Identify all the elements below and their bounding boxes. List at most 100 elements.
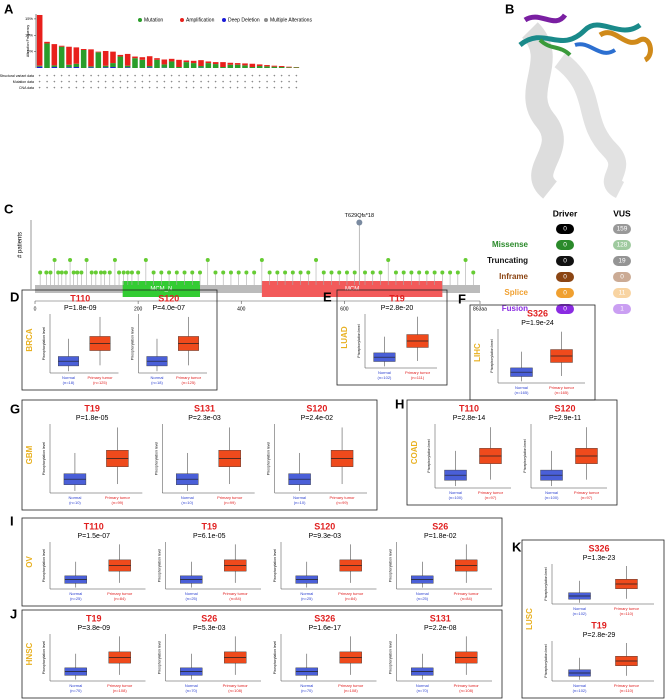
row-mark: +	[288, 79, 291, 84]
bar-segment	[227, 64, 234, 68]
group-label: Normal	[449, 490, 462, 495]
row-mark: +	[97, 79, 100, 84]
bar-segment	[102, 67, 109, 68]
row-mark: +	[251, 73, 254, 78]
protein-track	[35, 285, 480, 293]
row-mark: +	[75, 85, 78, 90]
group-n: (n=110)	[620, 688, 634, 693]
bar-segment	[66, 67, 72, 68]
bar-segment	[124, 67, 131, 68]
group-label: Normal	[151, 375, 164, 380]
y-tick-label: 10%	[25, 32, 33, 37]
p-value: P=2.3e-03	[188, 415, 221, 422]
y-axis-label: Phosphorylation level	[544, 567, 548, 600]
y-axis-label: Phosphorylation level	[42, 327, 46, 360]
legend-dot	[180, 18, 184, 22]
lollipop-head	[228, 270, 233, 275]
bar-segment	[286, 66, 292, 68]
group-label: Primary tumor	[105, 495, 131, 500]
legend-label: Mutation	[144, 17, 163, 23]
row-mark: +	[60, 85, 63, 90]
group-n: (n=25)	[70, 596, 82, 601]
group-n: (n=84)	[345, 596, 357, 601]
lollipop-head	[352, 270, 357, 275]
bar-segment	[168, 58, 175, 62]
structure-chain	[598, 30, 653, 63]
bar-segment	[66, 46, 72, 65]
lollipop-head	[329, 270, 334, 275]
site-title: T19	[201, 521, 217, 531]
row-mark: +	[207, 79, 210, 84]
cancer-label: LUAD	[340, 326, 349, 348]
bar-segment	[278, 66, 285, 68]
row-mark: +	[141, 79, 144, 84]
y-axis-label: Phosphorylation level	[267, 442, 271, 475]
count-value: 0	[563, 242, 567, 249]
lollipop-head	[455, 270, 460, 275]
site-title: T19	[389, 293, 405, 303]
site-title: T19	[84, 403, 100, 413]
y-axis-label: Phosphorylation level	[157, 549, 161, 582]
count-pill	[556, 256, 574, 266]
count-value: 11	[619, 290, 626, 297]
lollipop-head	[370, 270, 375, 275]
lollipop-head	[409, 270, 414, 275]
bar-segment	[117, 56, 124, 68]
bar-segment	[117, 54, 124, 57]
bar-segment	[249, 67, 256, 68]
bar-segment	[242, 65, 248, 68]
group-n: (n=18)	[151, 380, 163, 385]
group-label: Normal	[181, 495, 194, 500]
bar-segment	[234, 64, 241, 68]
row-mark: +	[178, 79, 181, 84]
bar-segment	[95, 52, 102, 68]
row-mark: +	[163, 79, 166, 84]
bar-segment	[51, 44, 58, 66]
legend-label: Multiple Alterations	[270, 17, 312, 23]
group-label: Normal	[416, 683, 429, 688]
bar-segment	[264, 65, 270, 67]
y-tick-label: 5%	[27, 49, 33, 54]
y-axis-label: Phosphorylation level	[157, 641, 161, 674]
row-mark: +	[68, 79, 71, 84]
group-label: Primary tumor	[223, 591, 249, 596]
lollipop-head	[48, 270, 53, 275]
lollipop-head	[117, 270, 122, 275]
row-mark: +	[222, 79, 225, 84]
y-tick-label: 15%	[25, 16, 33, 21]
row-mark: +	[82, 85, 85, 90]
row-mark: +	[126, 73, 129, 78]
row-mark: +	[214, 79, 217, 84]
x-tick-label: 200	[134, 306, 143, 312]
row-mark: +	[148, 79, 151, 84]
bar-segment	[198, 66, 204, 68]
bar-segment	[183, 62, 190, 68]
p-value: P=9.3e-03	[309, 533, 342, 540]
bar-segment	[110, 67, 116, 68]
y-axis-label: Phosphorylation level	[42, 641, 46, 674]
row-mark: +	[266, 79, 269, 84]
p-value: P=1.3e-23	[583, 555, 616, 562]
bar-segment	[278, 67, 285, 68]
lollipop-head	[63, 270, 68, 275]
lollipop-head	[417, 270, 422, 275]
p-value: P=2.4e-02	[301, 415, 334, 422]
y-axis-label: Phosphorylation level	[544, 644, 548, 677]
p-value: P=3.8e-09	[78, 625, 111, 632]
lollipop-head	[159, 270, 164, 275]
row-mark: +	[288, 85, 291, 90]
group-label: Primary tumor	[223, 683, 249, 688]
lollipop-head	[75, 270, 80, 275]
row-mark: +	[229, 85, 232, 90]
lollipop-head	[337, 270, 342, 275]
row-mark: +	[53, 73, 56, 78]
count-value: 19	[618, 258, 626, 265]
row-label: Mutation data	[13, 80, 34, 84]
group-label: Normal	[545, 490, 558, 495]
bar-segment	[205, 63, 212, 68]
group-n: (n=84)	[229, 596, 241, 601]
count-value: 1	[620, 306, 624, 313]
group-label: Primary tumor	[107, 591, 133, 596]
lollipop-head	[198, 270, 203, 275]
bar-segment	[190, 63, 197, 68]
